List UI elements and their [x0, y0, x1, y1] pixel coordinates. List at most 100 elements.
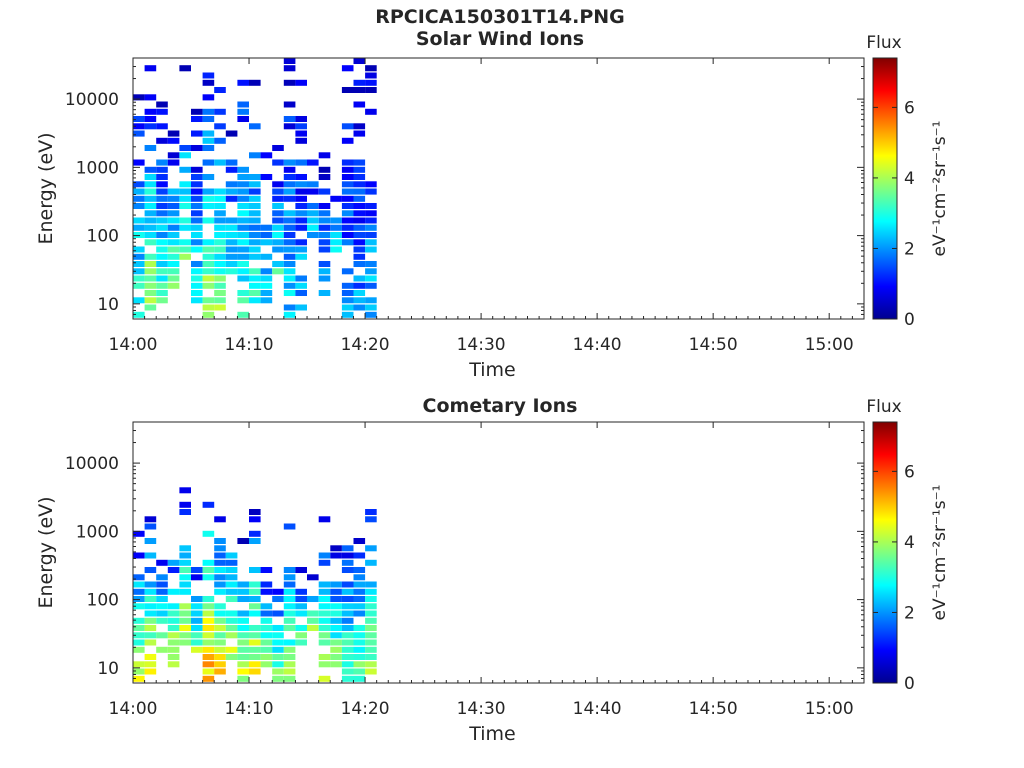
spectrogram-cell: [365, 559, 377, 566]
spectrogram-cell: [295, 603, 307, 610]
spectrogram-cell: [214, 632, 226, 639]
spectrogram-cell: [249, 297, 261, 304]
spectrogram-cell: [260, 297, 273, 304]
spectrogram-cell: [133, 123, 145, 130]
spectrogram-cell: [341, 137, 354, 144]
spectrogram-cell: [353, 239, 366, 246]
spectrogram-cell: [133, 261, 145, 267]
spectrogram-cell: [225, 130, 238, 137]
spectrogram-cell: [365, 181, 377, 188]
spectrogram-cell: [191, 145, 203, 151]
spectrogram-cell: [365, 282, 377, 289]
spectrogram-cell: [133, 94, 145, 101]
spectrogram-cell: [272, 639, 284, 646]
spectrogram-cell: [330, 654, 342, 660]
spectrogram-cell: [341, 596, 354, 602]
spectrogram-cell: [283, 101, 296, 108]
spectrogram-cell: [144, 588, 157, 595]
spectrogram-cell: [156, 224, 168, 231]
spectrogram-cell: [202, 282, 215, 289]
spectrogram-cell: [318, 625, 331, 631]
spectrogram-cell: [365, 639, 377, 646]
spectrogram-cell: [283, 311, 296, 318]
panel-solar-wind-ions: 14:00 14:10 14:20 14:30 14:40 14:50 15:00 10 100…: [35, 33, 950, 381]
plot-frame: [132, 421, 865, 684]
spectrogram-cell: [144, 661, 157, 668]
spectrogram-cell: [202, 268, 215, 275]
spectrogram-cell: [237, 632, 249, 639]
spectrogram-cell: [179, 203, 191, 209]
spectrogram-cell: [202, 145, 215, 151]
spectrogram-cell: [191, 297, 203, 304]
spectrogram-cell: [341, 268, 354, 275]
spectrogram-cell: [202, 610, 215, 617]
spectrogram-cell: [318, 603, 331, 610]
spectrogram-cell: [295, 203, 307, 209]
spectrogram-cell: [365, 617, 377, 624]
spectrogram-cell: [156, 108, 168, 115]
spectrogram-cell: [283, 116, 296, 122]
spectrogram-cell: [249, 224, 261, 231]
spectrogram-cell: [167, 661, 180, 668]
x-tick-label: 14:10: [225, 699, 274, 719]
spectrogram-cell: [214, 87, 226, 93]
spectrogram-cell: [283, 290, 296, 296]
spectrogram-cell: [341, 290, 354, 296]
spectrogram-cell: [144, 290, 157, 296]
spectrogram-cell: [353, 304, 366, 311]
spectrogram-cell: [225, 567, 238, 573]
spectrogram-cell: [144, 538, 157, 544]
spectrogram-cell: [167, 261, 180, 267]
spectrogram-cell: [214, 297, 226, 304]
spectrogram-cell: [144, 232, 157, 238]
spectrogram-cell: [133, 130, 145, 137]
spectrogram-cell: [353, 87, 366, 93]
spectrogram-cell: [353, 166, 366, 173]
spectrogram-cell: [133, 224, 145, 231]
spectrogram-cell: [353, 79, 366, 86]
spectrogram-cell: [307, 217, 319, 224]
spectrogram-cell: [144, 188, 157, 195]
spectrogram-cell: [249, 581, 261, 588]
spectrogram-cell: [202, 675, 215, 682]
spectrogram-cell: [341, 282, 354, 289]
spectrogram-cell: [167, 159, 180, 166]
spectrogram-cell: [167, 152, 180, 159]
spectrogram-cell: [156, 581, 168, 588]
spectrogram-cell: [156, 588, 168, 595]
spectrogram-cell: [249, 509, 261, 515]
x-axis-label: Time: [468, 723, 516, 745]
spectrogram-cell: [202, 501, 215, 508]
spectrogram-cell: [260, 617, 273, 624]
spectrogram-cell: [202, 297, 215, 304]
spectrogram-cell: [237, 188, 249, 195]
spectrogram-cell: [167, 632, 180, 639]
spectrogram-cell: [249, 253, 261, 260]
spectrogram-cell: [307, 610, 319, 617]
spectrogram-cell: [365, 261, 377, 267]
spectrogram-cell: [249, 588, 261, 595]
spectrogram-cell: [237, 268, 249, 275]
spectrogram-cell: [365, 596, 377, 602]
spectrogram-cell: [225, 253, 238, 260]
spectrogram-cell: [225, 239, 238, 246]
spectrogram-cell: [272, 210, 284, 217]
spectrogram-cell: [283, 523, 296, 530]
spectrogram-cell: [191, 174, 203, 180]
spectrogram-cell: [283, 610, 296, 617]
spectrogram-cell: [330, 661, 342, 668]
spectrogram-cells: [133, 487, 377, 682]
spectrogram-cell: [283, 232, 296, 238]
spectrogram-cell: [167, 130, 180, 137]
panel-title-solar-wind: Solar Wind Ions: [415, 28, 585, 50]
spectrogram-cell: [365, 581, 377, 588]
spectrogram-cell: [307, 159, 319, 166]
spectrogram-cell: [214, 552, 226, 559]
x-tick-label: 14:10: [225, 335, 274, 355]
spectrogram-cell: [283, 123, 296, 130]
spectrogram-cell: [133, 552, 145, 559]
spectrogram-cell: [167, 559, 180, 566]
spectrogram-cell: [260, 625, 273, 631]
spectrogram-cell: [191, 639, 203, 646]
